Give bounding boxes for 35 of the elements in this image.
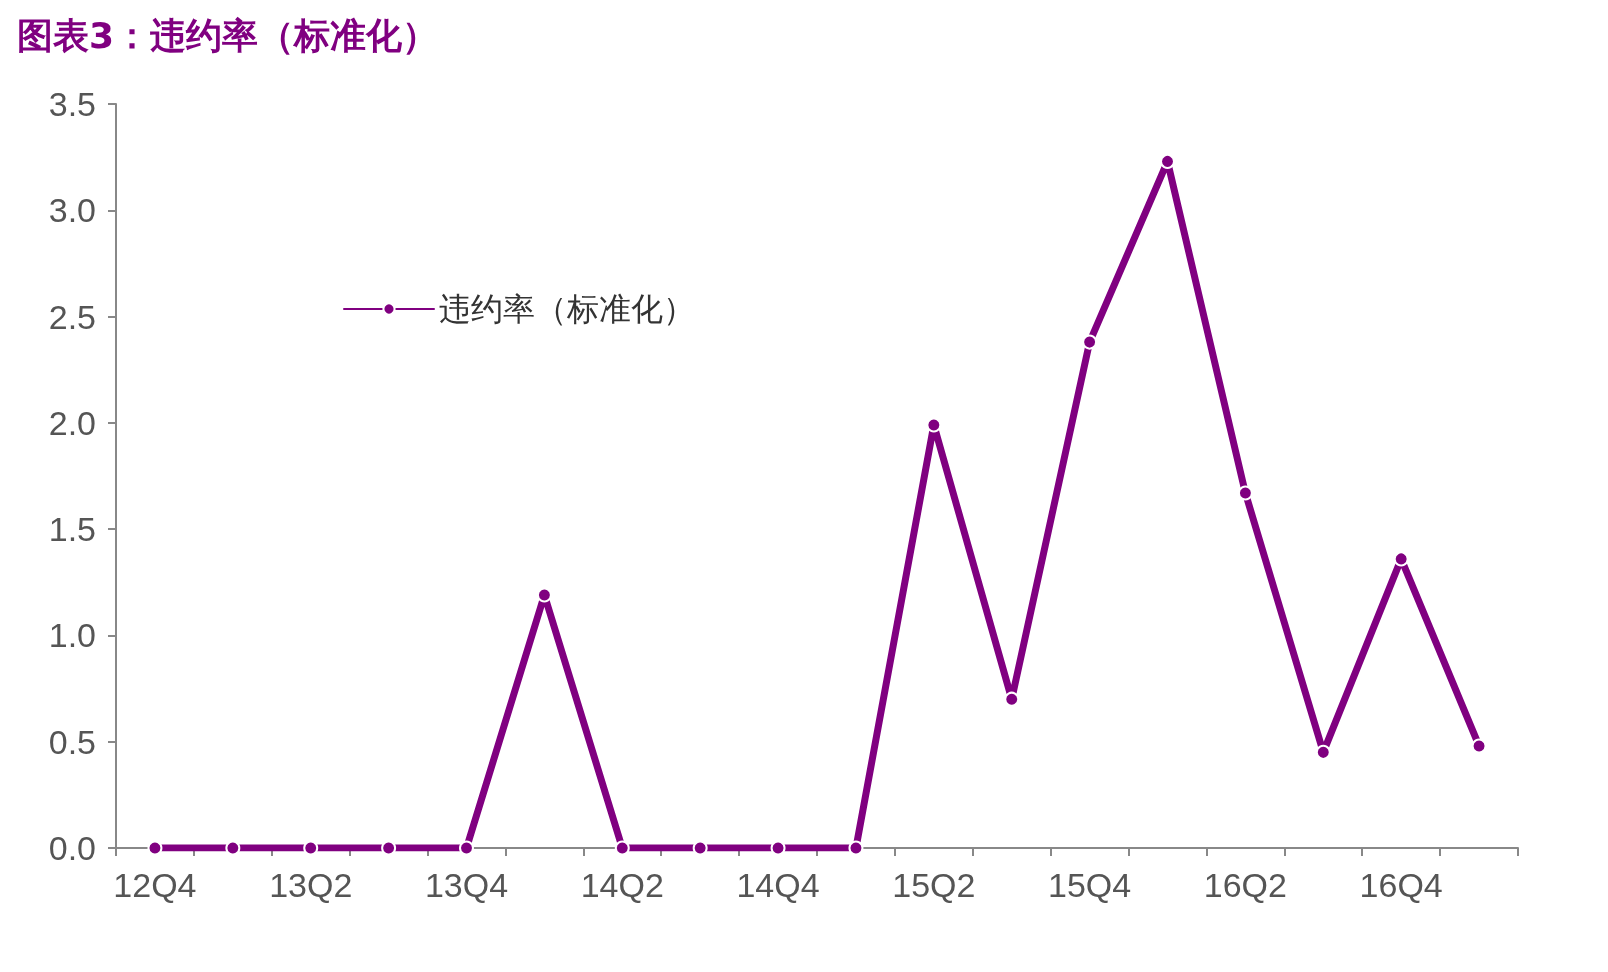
y-tick-label: 0.5 (48, 722, 96, 761)
x-tick-label: 14Q4 (736, 866, 820, 904)
point (926, 417, 942, 433)
point (225, 840, 241, 856)
y-tick-label: 3.0 (48, 191, 96, 230)
point (1315, 744, 1331, 760)
y-tick-label: 0.0 (48, 829, 96, 867)
y-tick-label: 1.5 (48, 510, 96, 549)
x-tick-label: 16Q4 (1359, 866, 1443, 904)
x-tick-label: 12Q4 (113, 866, 197, 904)
point (1393, 551, 1409, 567)
point (1471, 738, 1487, 754)
point (381, 840, 397, 856)
point (1082, 334, 1098, 350)
x-tick-label: 13Q4 (424, 866, 509, 904)
point (459, 840, 474, 856)
chart-title: 图表3：违约率（标准化） (17, 14, 439, 56)
x-tick-label: 16Q2 (1203, 866, 1287, 904)
x-tick-label: 13Q2 (269, 866, 353, 904)
x-tick-label: 14Q2 (580, 866, 664, 904)
x-tick-label: 15Q2 (892, 866, 976, 904)
point (770, 840, 786, 856)
point (1004, 691, 1020, 707)
y-tick-label: 3.5 (48, 85, 96, 123)
point (303, 840, 319, 856)
point (1160, 153, 1175, 169)
y-tick-label: 1.0 (48, 616, 96, 655)
y-tick-label: 2.5 (48, 297, 96, 336)
y-tick-label: 2.0 (48, 403, 96, 442)
point (614, 840, 630, 856)
point (692, 840, 708, 856)
x-tick-label: 15Q4 (1048, 866, 1132, 904)
legend-label: 违约率（标准化） (439, 290, 695, 328)
point (147, 840, 163, 856)
point (848, 840, 864, 856)
